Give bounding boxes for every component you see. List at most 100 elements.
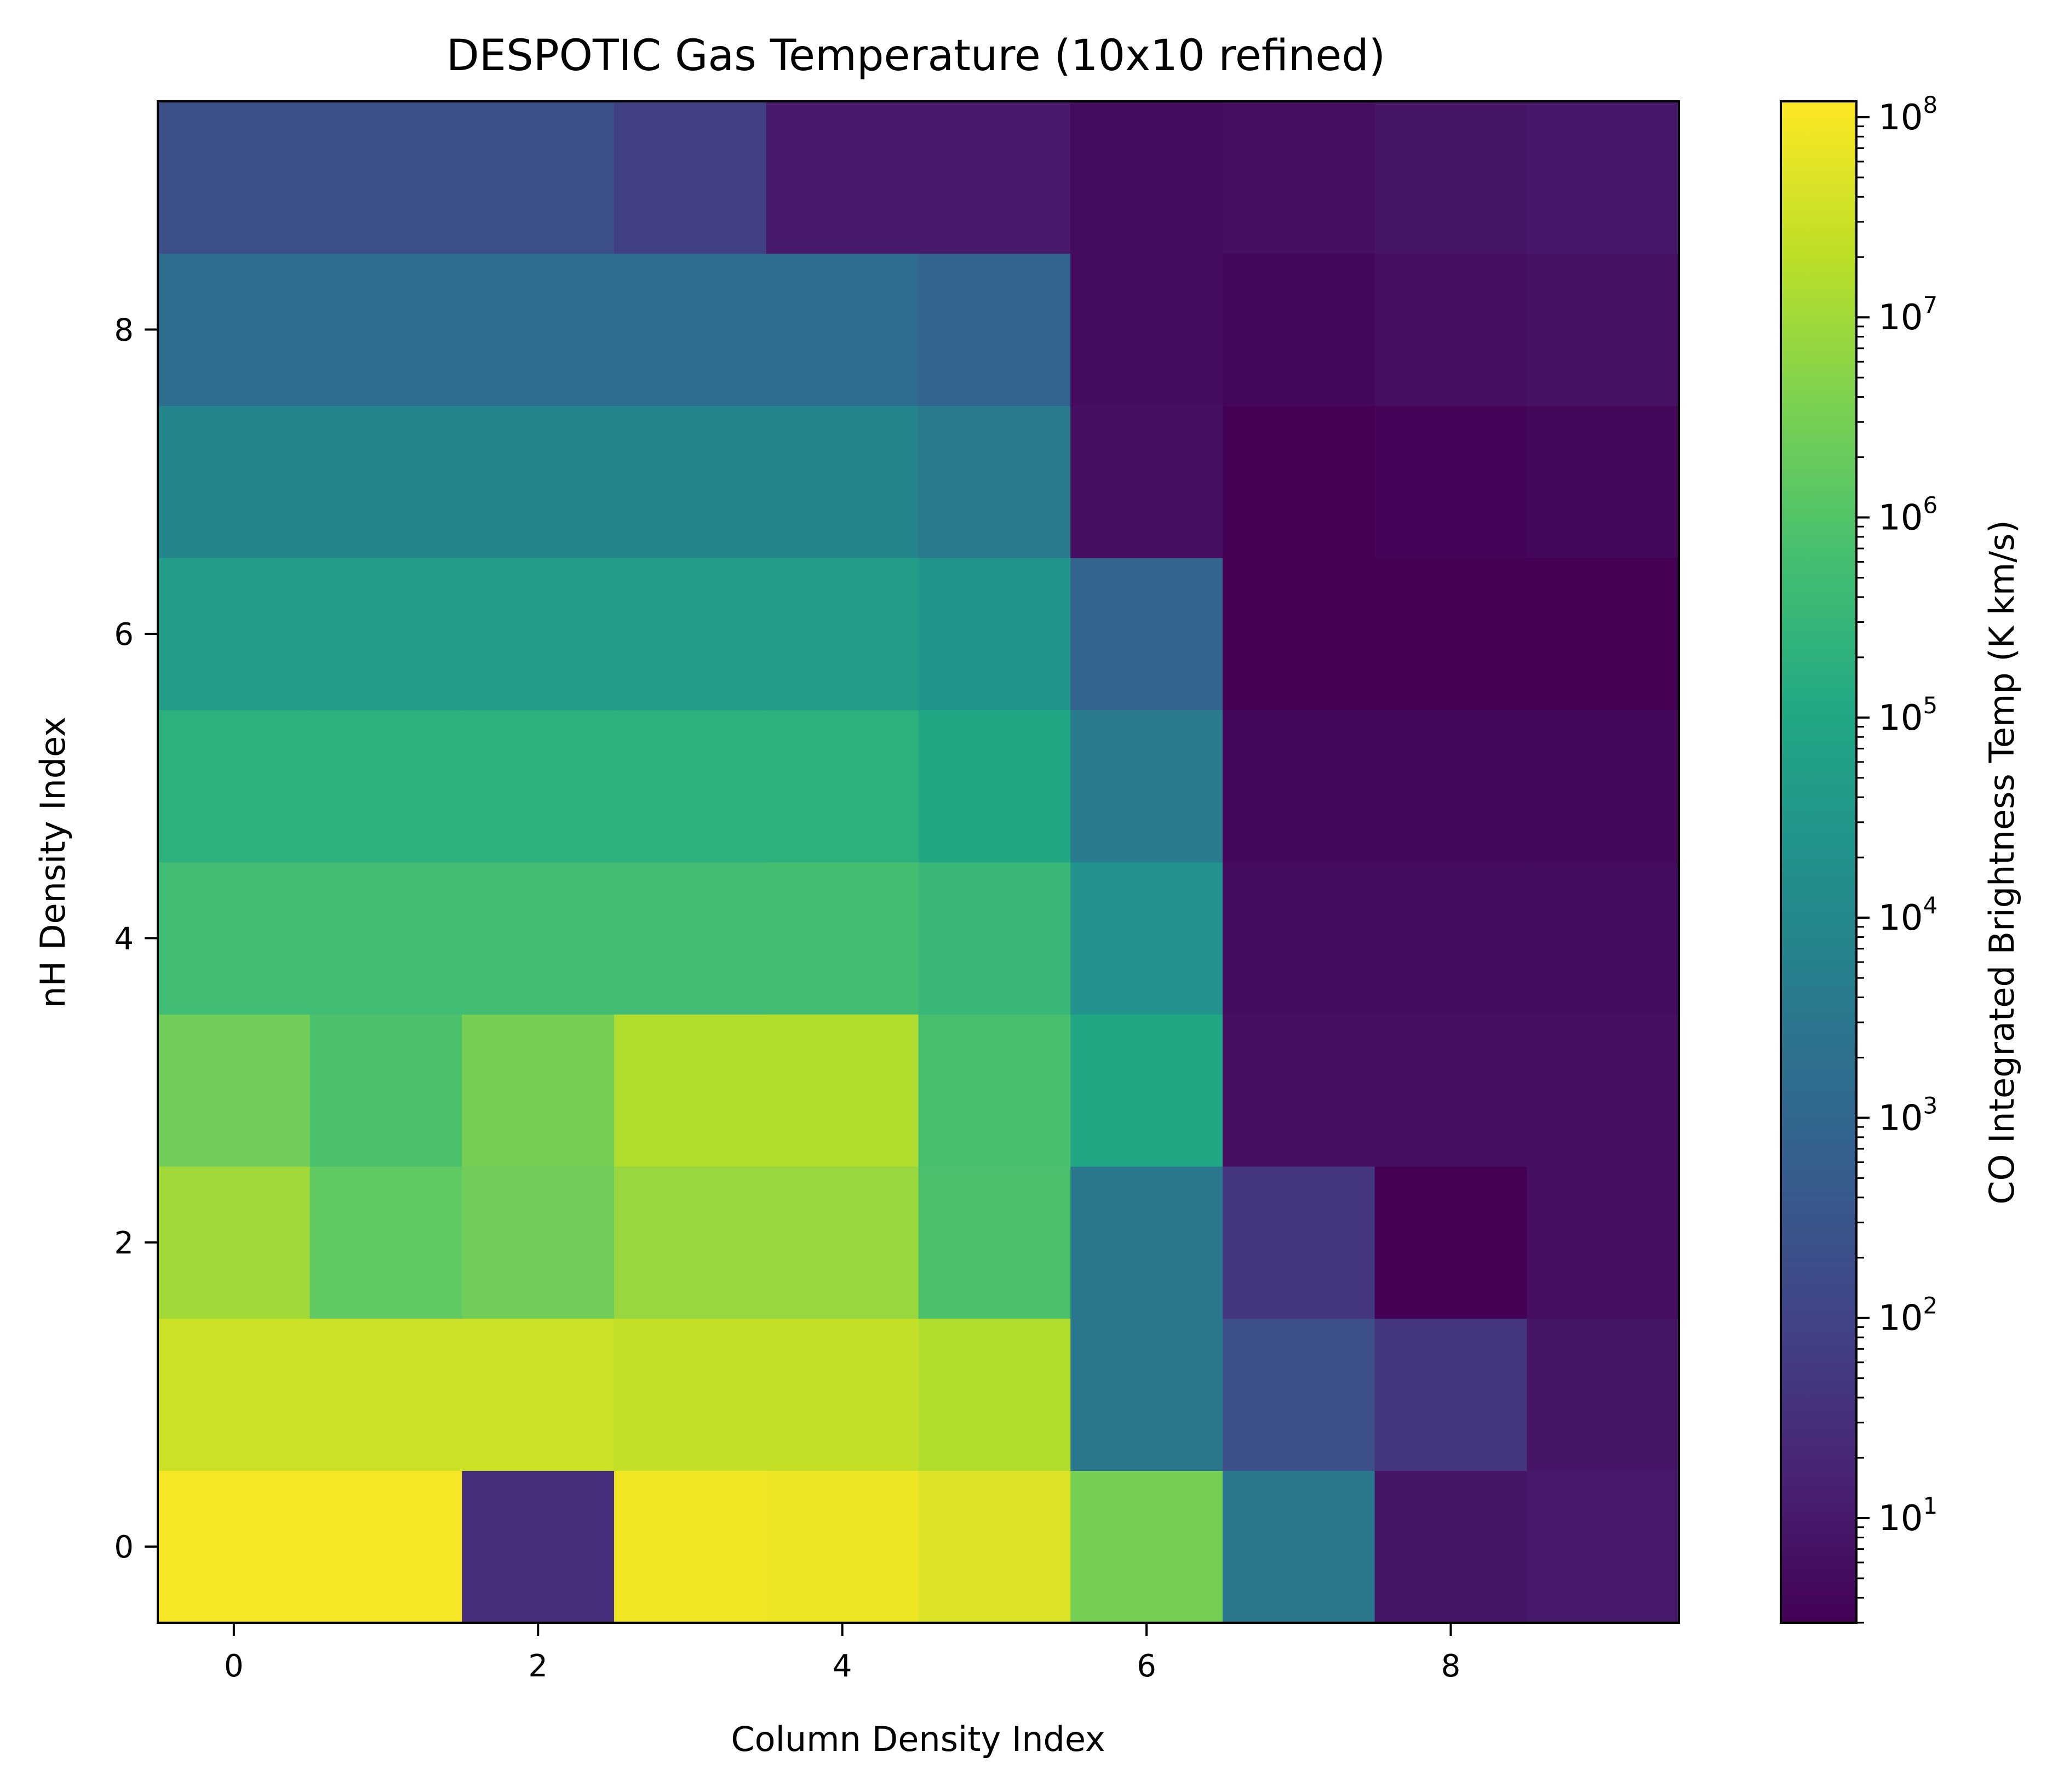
heatmap-cell: [1527, 1166, 1679, 1319]
heatmap-cell: [158, 1014, 311, 1167]
x-tick-label: 4: [833, 1648, 852, 1684]
heatmap-cell: [766, 1470, 919, 1623]
heatmap-cell: [462, 101, 615, 254]
heatmap-cell: [1222, 709, 1375, 863]
heatmap-cell: [158, 101, 311, 254]
heatmap-cell: [309, 1014, 462, 1167]
heatmap-cell: [614, 405, 767, 558]
colorbar-tick-label: 108: [1878, 91, 1937, 138]
colorbar-tick-label: 101: [1878, 1492, 1937, 1539]
heatmap-cell: [1070, 101, 1223, 254]
heatmap-cell: [309, 1318, 462, 1471]
y-axis-ticks: 0 2 4 6 8: [114, 313, 158, 1565]
heatmap-cell: [158, 1470, 311, 1623]
heatmap-cell: [918, 1470, 1071, 1623]
heatmap-cell: [1222, 862, 1375, 1015]
heatmap-cell: [1070, 1166, 1223, 1319]
heatmap-cell: [614, 101, 767, 254]
y-tick-label: 8: [114, 313, 134, 348]
y-tick-label: 6: [114, 617, 134, 652]
heatmap-cell: [766, 862, 919, 1015]
y-tick-label: 2: [114, 1226, 134, 1261]
heatmap-cell: [1527, 1014, 1679, 1167]
heatmap-cell: [462, 1470, 615, 1623]
x-tick-label: 8: [1441, 1648, 1461, 1684]
heatmap-cell: [1070, 709, 1223, 863]
heatmap-cell: [1527, 709, 1679, 863]
heatmap-cell: [309, 709, 462, 863]
heatmap-cell: [1222, 558, 1375, 711]
heatmap-cell: [1374, 1014, 1527, 1167]
heatmap-cell: [918, 101, 1071, 254]
heatmap-cell: [1222, 405, 1375, 558]
colorbar: [1781, 101, 1856, 1623]
heatmap-cell: [614, 1318, 767, 1471]
heatmap-cell: [1527, 1318, 1679, 1471]
colorbar-tick-label: 107: [1878, 291, 1937, 338]
heatmap-cell: [918, 1166, 1071, 1319]
heatmap-cell: [614, 1166, 767, 1319]
heatmap-cell: [614, 1014, 767, 1167]
heatmap-cell: [309, 558, 462, 711]
heatmap-cells: [158, 101, 1679, 1623]
heatmap-cell: [309, 405, 462, 558]
heatmap-cell: [614, 1470, 767, 1623]
x-axis-ticks: 0 2 4 6 8: [224, 1623, 1460, 1684]
heatmap-cell: [158, 558, 311, 711]
heatmap-cell: [1070, 558, 1223, 711]
heatmap-cell: [1527, 1470, 1679, 1623]
heatmap-cell: [918, 709, 1071, 863]
heatmap-cell: [309, 253, 462, 406]
heatmap-cell: [918, 405, 1071, 558]
heatmap-cell: [918, 862, 1071, 1015]
heatmap-cell: [1527, 405, 1679, 558]
heatmap-cell: [462, 253, 615, 406]
heatmap-cell: [158, 862, 311, 1015]
heatmap-cell: [766, 1014, 919, 1167]
y-axis-label: nH Density Index: [33, 717, 73, 1008]
plot-frame: [157, 100, 1680, 1624]
heatmap-cell: [1222, 1470, 1375, 1623]
heatmap-cell: [1222, 1318, 1375, 1471]
heatmap-cell: [918, 1318, 1071, 1471]
heatmap-cell: [766, 1318, 919, 1471]
heatmap-cell: [766, 101, 919, 254]
x-tick-label: 0: [224, 1648, 244, 1684]
colorbar-tick-label: 106: [1878, 492, 1937, 539]
heatmap-cell: [1222, 1014, 1375, 1167]
heatmap-cell: [158, 709, 311, 863]
heatmap-cell: [1070, 253, 1223, 406]
heatmap-cell: [1374, 558, 1527, 711]
colorbar-ticks: 101 102 103 104 105 106 107 108: [1856, 91, 1937, 1624]
heatmap-cell: [1070, 1470, 1223, 1623]
colorbar-tick-label: 102: [1878, 1292, 1937, 1339]
heatmap-cell: [1374, 253, 1527, 406]
heatmap-cell: [1527, 862, 1679, 1015]
heatmap-cell: [309, 862, 462, 1015]
heatmap-cell: [1374, 405, 1527, 558]
heatmap-cell: [918, 253, 1071, 406]
heatmap-cell: [309, 1166, 462, 1319]
heatmap-cell: [1527, 101, 1679, 254]
heatmap-cell: [462, 405, 615, 558]
heatmap-cell: [462, 1166, 615, 1319]
x-tick-label: 6: [1137, 1648, 1156, 1684]
x-axis-label: Column Density Index: [731, 1719, 1105, 1759]
heatmap-cell: [918, 558, 1071, 711]
heatmap-cell: [1527, 253, 1679, 406]
heatmap-cell: [1070, 405, 1223, 558]
heatmap-cell: [614, 558, 767, 711]
heatmap-cell: [1374, 709, 1527, 863]
heatmap-cell: [158, 253, 311, 406]
heatmap-cell: [918, 1014, 1071, 1167]
heatmap-cell: [1374, 862, 1527, 1015]
heatmap-cell: [766, 558, 919, 711]
heatmap-cell: [1070, 1318, 1223, 1471]
y-tick-label: 4: [114, 921, 134, 957]
y-tick-label: 0: [114, 1530, 134, 1565]
heatmap-cell: [1070, 862, 1223, 1015]
heatmap-cell: [158, 1166, 311, 1319]
heatmap-cell: [614, 709, 767, 863]
heatmap-cell: [1070, 1014, 1223, 1167]
heatmap-cell: [614, 253, 767, 406]
